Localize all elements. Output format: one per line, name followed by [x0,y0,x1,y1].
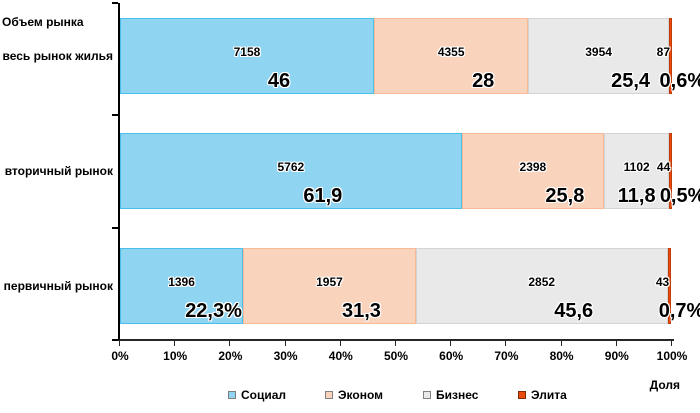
segment-percent-label: 11,8 [617,185,656,207]
segment-percent-label: 61,9 [303,185,343,207]
x-axis-tick [560,341,562,346]
bar-segment-Элита [668,18,672,94]
bar-segment-Эконом [461,133,605,209]
y-axis-title: Объем рынка [2,15,84,29]
bar-row: 7158 46 4355 28 3954 25,4 87 0,6% [120,18,700,94]
plot-area: 7158 46 4355 28 3954 25,4 87 0,6% 5762 61,9 2398 25… [118,3,700,341]
legend-marker-icon [518,391,526,399]
legend-item-Бизнес: Бизнес [423,388,478,402]
segment-count-label: 3954 [585,45,612,59]
segment-count-label: 4355 [437,45,465,59]
x-axis-tick-label: 80% [549,349,574,363]
x-axis-tick-label: 60% [439,349,464,363]
bar-segment-Бизнес [604,133,670,209]
segment-percent-label: 45,6 [554,300,594,322]
x-axis-tick-label: 30% [273,349,298,363]
bar-segment-Эконом [243,248,416,324]
segment-percent-label: 25,8 [545,185,585,207]
legend-label: Эконом [338,388,384,402]
bar-row: 5762 61,9 2398 25,8 1102 11,844 0,5% [120,133,700,209]
x-axis-tick [119,341,120,346]
segment-count-label: 43 [655,275,670,289]
x-axis-tick [505,341,507,346]
x-axis-tick [395,341,396,346]
y-axis-tick [112,227,118,229]
legend-item-Эконом: Эконом [325,388,383,402]
legend-label: Элита [531,388,567,402]
bar-segment-Социал [120,18,374,94]
segment-count-label: 1396 [168,275,195,289]
legend-marker-icon [228,391,236,399]
segment-percent-label: 22,3% [185,300,242,322]
x-axis-tick [671,341,672,346]
x-axis-tick [450,341,452,346]
segment-count-label: 5762 [277,160,305,174]
bar-segment-Элита [669,133,672,209]
segment-percent-label: 46 [267,70,291,92]
segment-percent-label: 0,5% [659,185,700,207]
x-axis-tick-label: 90% [604,349,629,363]
legend-label: Бизнес [436,388,479,402]
segment-percent-label: 0,6% [659,70,700,92]
category-label: весь рынок жилья [2,49,113,63]
legend-marker-icon [325,391,333,399]
category-label: вторичный рынок [4,164,113,178]
x-axis-tick-label: 0% [111,349,129,363]
x-axis-tick-label: 10% [163,349,188,363]
y-axis-tick [112,114,118,116]
bar-row: 1396 22,3% 1957 31,3 2852 45,6 43 0,7% [120,248,700,324]
x-axis-tick [284,341,286,346]
bar-segment-Эконом [373,18,529,94]
segment-count-label: 44 [656,160,671,174]
legend-marker-icon [423,391,431,399]
legend-item-Элита: Элита [518,388,567,402]
segment-count-label: 87 [656,45,671,59]
segment-count-label: 2852 [528,275,556,289]
x-axis-tick-label: 50% [383,349,409,363]
x-axis-title: Доля [649,378,680,392]
bar-segment-Социал [120,133,462,209]
x-axis-tick-label: 70% [494,349,519,363]
y-axis-tick [112,339,118,341]
segment-percent-label: 28 [472,70,495,92]
x-axis-tick [229,341,231,346]
category-label: первичный рынок [3,279,113,293]
legend-item-Социал: Социал [228,388,286,402]
segment-percent-label: 0,7% [658,300,700,322]
x-axis-tick [174,341,176,346]
x-axis-tick-label: 20% [218,349,243,363]
bar-segment-Элита [667,248,672,324]
segment-percent-label: 31,3 [342,300,381,322]
bar-segment-Социал [120,248,244,324]
y-axis-tick [112,2,118,4]
x-axis-tick [615,341,617,346]
x-axis-tick [339,341,341,346]
legend-label: Социал [241,388,287,402]
segment-count-label: 1957 [316,275,343,289]
segment-count-label: 7158 [233,45,261,59]
segment-percent-label: 25,4 [611,70,651,92]
x-axis-tick-label: 100% [656,349,688,363]
bar-segment-Бизнес [528,18,669,94]
x-axis-tick-label: 40% [328,349,353,363]
legend: Социал Эконом Бизнес Элита [0,388,700,404]
segment-count-label: 2398 [519,160,547,174]
segment-count-label: 1102 [623,160,650,174]
bar-segment-Бизнес [415,248,668,324]
